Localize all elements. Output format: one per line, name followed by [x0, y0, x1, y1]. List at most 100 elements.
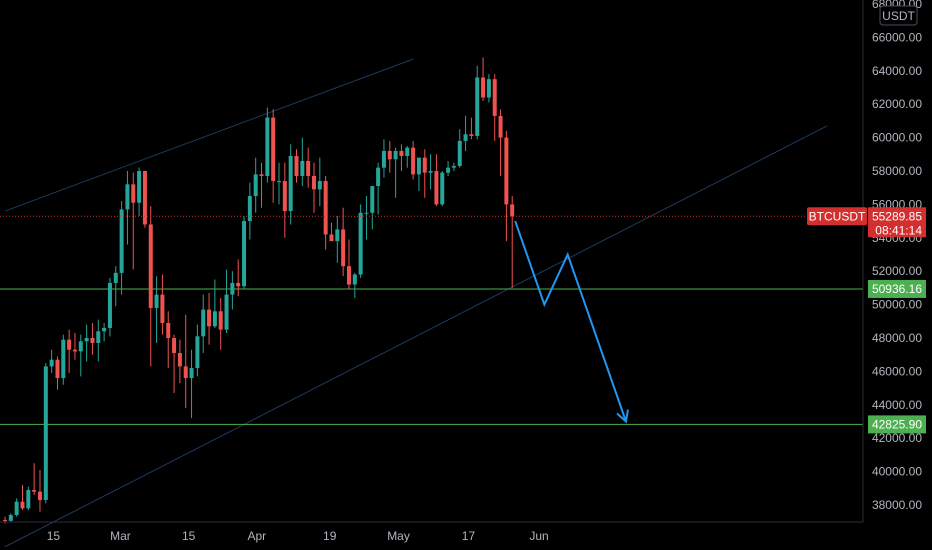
- candle[interactable]: [26, 486, 31, 511]
- candle[interactable]: [422, 149, 427, 198]
- candle[interactable]: [148, 206, 153, 367]
- candle[interactable]: [434, 154, 439, 207]
- candle[interactable]: [259, 162, 264, 208]
- candle[interactable]: [177, 339, 182, 384]
- candle[interactable]: [84, 324, 89, 362]
- currency-badge[interactable]: USDT: [879, 5, 918, 26]
- channel-line-1[interactable]: [4, 58, 414, 212]
- candle[interactable]: [498, 109, 503, 177]
- candle[interactable]: [90, 322, 95, 355]
- candle[interactable]: [311, 162, 316, 213]
- candle[interactable]: [72, 332, 77, 360]
- candle[interactable]: [504, 130, 509, 242]
- candle[interactable]: [201, 294, 206, 354]
- candle[interactable]: [271, 109, 276, 203]
- candle[interactable]: [376, 162, 381, 215]
- candle[interactable]: [335, 216, 340, 263]
- candle[interactable]: [364, 196, 369, 240]
- candle[interactable]: [96, 319, 101, 362]
- candle[interactable]: [399, 144, 404, 171]
- candle[interactable]: [294, 149, 299, 183]
- candles[interactable]: [3, 57, 515, 524]
- candle[interactable]: [20, 484, 25, 511]
- candle[interactable]: [329, 222, 334, 242]
- candle[interactable]: [61, 334, 66, 385]
- candle[interactable]: [189, 349, 194, 419]
- candle[interactable]: [317, 157, 322, 207]
- candle[interactable]: [212, 279, 217, 328]
- candle[interactable]: [358, 204, 363, 278]
- channel-lines[interactable]: [4, 58, 828, 548]
- candle[interactable]: [253, 157, 258, 213]
- candle[interactable]: [457, 129, 462, 168]
- time-axis[interactable]: 15 Mar 15 Apr 19 May 17 Jun: [47, 529, 549, 543]
- support-levels[interactable]: [0, 288, 863, 425]
- candle[interactable]: [481, 57, 486, 101]
- candle[interactable]: [207, 292, 212, 345]
- channel-line-2[interactable]: [4, 125, 828, 548]
- candle[interactable]: [288, 144, 293, 225]
- candle[interactable]: [125, 171, 130, 245]
- candle[interactable]: [172, 334, 177, 394]
- candle[interactable]: [14, 498, 19, 517]
- candle[interactable]: [451, 162, 456, 171]
- candle[interactable]: [113, 266, 118, 307]
- candle[interactable]: [282, 162, 287, 238]
- candle[interactable]: [492, 74, 497, 141]
- candle[interactable]: [160, 274, 165, 335]
- candle-body: [102, 327, 107, 332]
- candle[interactable]: [137, 167, 142, 217]
- candle[interactable]: [166, 311, 171, 369]
- candle[interactable]: [341, 207, 346, 277]
- candle[interactable]: [370, 186, 375, 230]
- candle[interactable]: [195, 324, 200, 377]
- candle[interactable]: [265, 107, 270, 183]
- candle[interactable]: [78, 334, 83, 377]
- candle[interactable]: [469, 117, 474, 140]
- candle[interactable]: [428, 154, 433, 190]
- candle[interactable]: [154, 276, 159, 344]
- candle[interactable]: [224, 269, 229, 333]
- candle[interactable]: [32, 463, 37, 495]
- candle[interactable]: [510, 196, 515, 288]
- projection-arrowhead: [616, 409, 629, 424]
- candle[interactable]: [236, 259, 241, 297]
- candle[interactable]: [218, 297, 223, 350]
- candle[interactable]: [37, 469, 42, 512]
- candle[interactable]: [183, 314, 188, 409]
- candle[interactable]: [416, 157, 421, 192]
- candle[interactable]: [306, 147, 311, 188]
- candle[interactable]: [67, 329, 72, 374]
- candle[interactable]: [352, 272, 357, 298]
- candle[interactable]: [142, 171, 147, 228]
- candle[interactable]: [43, 363, 48, 504]
- price-axis[interactable]: 38000.00 40000.00 42000.00 44000.00 46000.00…: [872, 0, 922, 512]
- candle[interactable]: [277, 162, 282, 205]
- candle[interactable]: [8, 513, 13, 523]
- candle[interactable]: [247, 182, 252, 240]
- level-tag-1: [868, 279, 926, 298]
- candle[interactable]: [346, 239, 351, 290]
- projection-path[interactable]: [514, 220, 627, 422]
- candle[interactable]: [300, 137, 305, 187]
- candle[interactable]: [440, 171, 445, 207]
- candle[interactable]: [446, 160, 451, 177]
- candle[interactable]: [119, 201, 124, 295]
- candle[interactable]: [323, 176, 328, 250]
- candle[interactable]: [242, 216, 247, 290]
- candle[interactable]: [55, 356, 60, 390]
- candle[interactable]: [230, 271, 235, 310]
- candle[interactable]: [49, 349, 54, 374]
- candle[interactable]: [411, 140, 416, 180]
- candle[interactable]: [393, 147, 398, 198]
- candle[interactable]: [387, 140, 392, 173]
- candle[interactable]: [107, 277, 112, 337]
- candle[interactable]: [405, 145, 410, 168]
- candle[interactable]: [381, 139, 386, 178]
- candle[interactable]: [475, 65, 480, 140]
- candle[interactable]: [463, 115, 468, 151]
- candle[interactable]: [102, 322, 107, 342]
- candle[interactable]: [486, 74, 491, 103]
- candle[interactable]: [131, 172, 136, 270]
